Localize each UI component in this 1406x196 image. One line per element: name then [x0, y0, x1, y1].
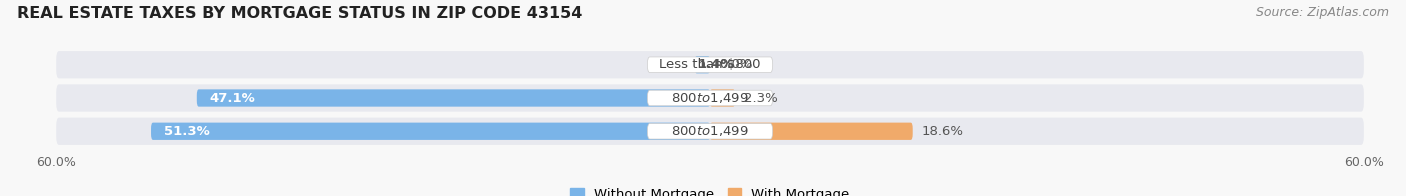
FancyBboxPatch shape: [197, 89, 710, 107]
FancyBboxPatch shape: [56, 51, 1364, 78]
Text: Source: ZipAtlas.com: Source: ZipAtlas.com: [1256, 6, 1389, 19]
FancyBboxPatch shape: [647, 123, 773, 139]
FancyBboxPatch shape: [56, 118, 1364, 145]
Text: 0.0%: 0.0%: [718, 58, 752, 71]
FancyBboxPatch shape: [647, 57, 773, 73]
Text: 1.4%: 1.4%: [697, 58, 735, 71]
Text: 51.3%: 51.3%: [165, 125, 209, 138]
FancyBboxPatch shape: [647, 90, 773, 106]
Text: REAL ESTATE TAXES BY MORTGAGE STATUS IN ZIP CODE 43154: REAL ESTATE TAXES BY MORTGAGE STATUS IN …: [17, 6, 582, 21]
Text: 2.3%: 2.3%: [744, 92, 778, 104]
FancyBboxPatch shape: [695, 56, 710, 73]
Text: 18.6%: 18.6%: [921, 125, 963, 138]
Legend: Without Mortgage, With Mortgage: Without Mortgage, With Mortgage: [565, 183, 855, 196]
FancyBboxPatch shape: [150, 123, 710, 140]
Text: $800 to $1,499: $800 to $1,499: [671, 124, 749, 138]
Text: 47.1%: 47.1%: [209, 92, 256, 104]
FancyBboxPatch shape: [56, 84, 1364, 112]
Text: Less than $800: Less than $800: [659, 58, 761, 71]
FancyBboxPatch shape: [710, 89, 735, 107]
FancyBboxPatch shape: [710, 123, 912, 140]
Text: $800 to $1,499: $800 to $1,499: [671, 91, 749, 105]
